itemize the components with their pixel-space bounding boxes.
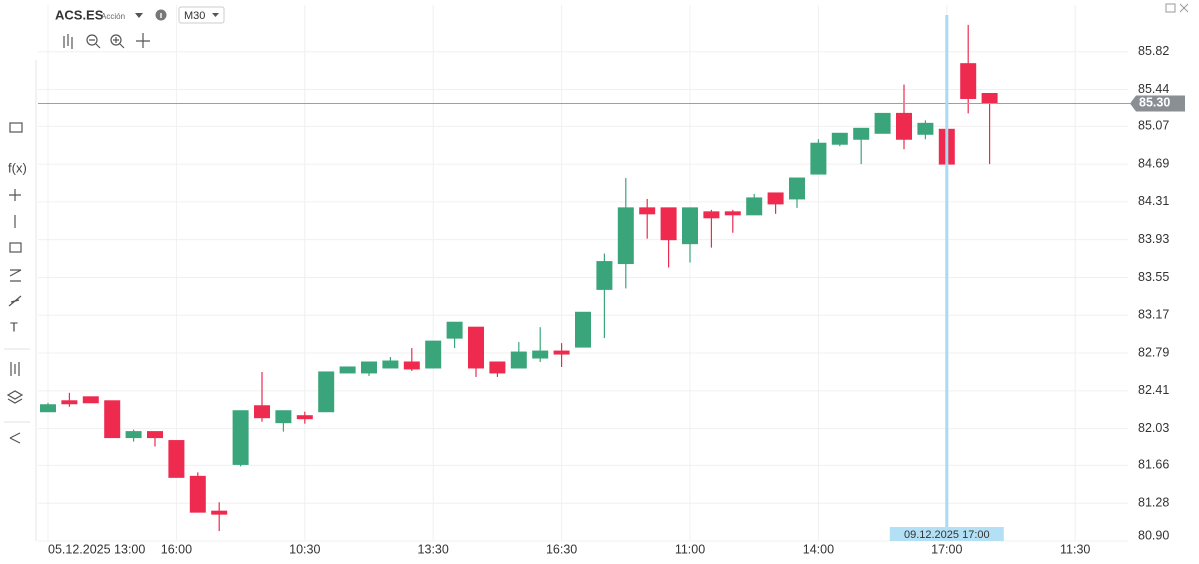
plot-area: 85.82 85.44 85.07 84.69 84.31 83.93 83.55 83.17…: [38, 5, 1185, 556]
candle-body: [125, 431, 142, 439]
candle-body: [682, 207, 698, 245]
candle-body: [61, 400, 78, 405]
candle-body: [82, 396, 99, 404]
candle-body: [703, 211, 720, 219]
candle-body: [767, 192, 784, 205]
x-tick-label: 16:30: [546, 542, 577, 556]
candle-body: [639, 207, 656, 215]
crosshair-label: 09.12.2025 17:00: [904, 529, 990, 541]
y-tick-label: 81.28: [1138, 496, 1169, 510]
candle-body: [232, 410, 249, 465]
timeframe-box[interactable]: [178, 6, 225, 24]
candle-body: [596, 261, 613, 290]
candle-body: [532, 350, 549, 359]
y-tick-label: 80.90: [1138, 528, 1169, 542]
x-tick-label: 10:30: [289, 542, 320, 556]
candle-body: [40, 404, 56, 413]
y-tick-label: 85.07: [1138, 119, 1169, 133]
timeframe: M30: [184, 10, 205, 22]
candle-body: [296, 415, 313, 420]
candle-body: [510, 351, 527, 369]
candle-body: [981, 93, 998, 104]
brush-tool[interactable]: [8, 295, 22, 307]
candle-body: [831, 132, 848, 145]
timeframe-dropdown: [212, 13, 219, 17]
y-tick-label: 82.41: [1138, 383, 1169, 397]
y-tick-label: 81.66: [1138, 458, 1169, 472]
layers-icon[interactable]: [6, 390, 24, 404]
candle-body: [575, 311, 591, 348]
candle-body: [617, 207, 634, 265]
y-tick-label: 84.31: [1138, 194, 1169, 208]
y-tick-label: 83.17: [1138, 308, 1169, 322]
info-glyph: [160, 13, 162, 18]
x-tick-label: 16:00: [161, 542, 192, 556]
indicator-icon[interactable]: [10, 362, 20, 376]
x-tick-label: 05.12.2025 13:00: [48, 542, 145, 556]
candle-body: [104, 400, 121, 439]
x-tick-label: 11:00: [675, 542, 705, 556]
candle-body: [874, 112, 891, 134]
candle-body: [211, 510, 228, 515]
share-icon[interactable]: [9, 432, 21, 444]
candle-body: [318, 371, 335, 413]
left-toolbar: f(x) T: [4, 60, 37, 541]
candle-body: [789, 177, 805, 200]
chart-type-icon[interactable]: [63, 34, 73, 49]
candle-body: [553, 350, 570, 355]
fibonacci-tool[interactable]: [9, 269, 22, 282]
x-tick-label: 14:00: [803, 542, 834, 556]
y-tick-label: 85.82: [1138, 44, 1169, 58]
rectangle-tool[interactable]: [9, 242, 22, 253]
candle-body: [275, 410, 292, 424]
candle-body: [810, 142, 827, 175]
candle-body: [189, 475, 206, 513]
candle-body: [446, 321, 463, 339]
candle-body: [382, 360, 399, 369]
text-tool[interactable]: T: [10, 319, 18, 334]
top-toolbar: [63, 33, 150, 49]
last-price-label: 85.30: [1139, 96, 1170, 110]
candle-body: [339, 366, 356, 374]
last-price-tag: [1130, 95, 1185, 112]
crosshair-tool[interactable]: [9, 189, 21, 201]
crosshair-tag: [889, 527, 1004, 541]
symbol[interactable]: ACS.ES: [55, 7, 104, 22]
symbol-dropdown[interactable]: [135, 13, 143, 18]
layout-icon[interactable]: [9, 122, 23, 133]
candle-body: [489, 361, 506, 374]
candle-body: [168, 440, 185, 478]
x-tick-label: 11:30: [1060, 542, 1090, 556]
candle-body: [660, 207, 677, 241]
y-tick-label: 83.55: [1138, 270, 1169, 284]
candle-body: [896, 112, 912, 140]
y-tick-label: 85.44: [1138, 82, 1169, 96]
candle-body: [960, 63, 977, 99]
zoom-out-icon[interactable]: [86, 34, 98, 46]
candle-body: [425, 340, 442, 369]
asset-type: Acción: [101, 12, 125, 21]
y-tick-label: 84.69: [1138, 156, 1169, 170]
y-tick-label: 82.79: [1138, 345, 1169, 359]
candle-body: [147, 431, 163, 439]
y-tick-label: 82.03: [1138, 421, 1169, 435]
candle-body: [724, 211, 741, 216]
candle-body: [403, 361, 420, 370]
candle-body: [361, 361, 377, 374]
pan-icon[interactable]: [136, 33, 150, 48]
candle-body: [917, 122, 934, 135]
candle-body: [468, 326, 484, 369]
zoom-in-icon[interactable]: [110, 34, 122, 46]
window-icon[interactable]: [1165, 3, 1176, 13]
function-tool[interactable]: f(x): [8, 160, 27, 175]
y-tick-label: 83.93: [1138, 232, 1169, 246]
candle-body: [853, 127, 870, 140]
close-icon[interactable]: [1179, 3, 1189, 13]
x-tick-label: 17:00: [931, 542, 962, 556]
x-tick-label: 13:30: [418, 542, 449, 556]
candle-body: [746, 197, 763, 216]
candle-body: [254, 405, 270, 419]
